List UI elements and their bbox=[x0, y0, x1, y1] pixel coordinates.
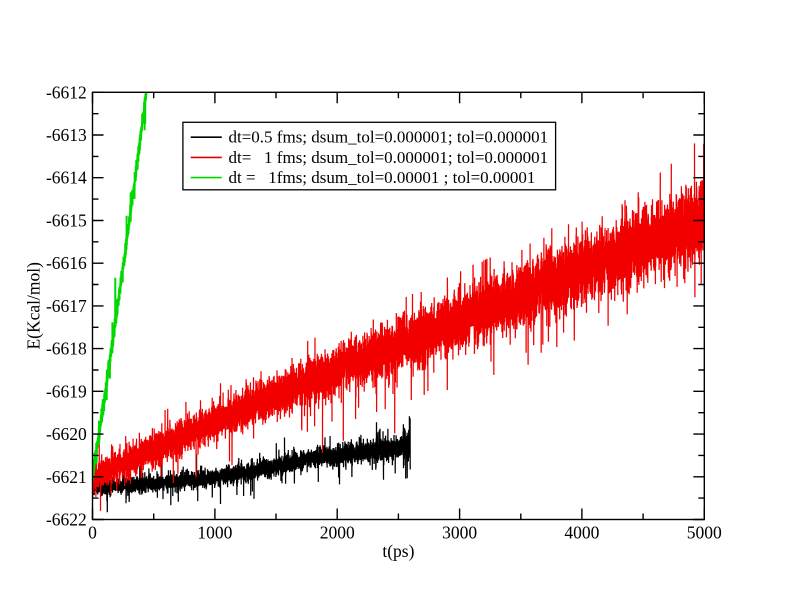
svg-text:t(ps): t(ps) bbox=[382, 541, 414, 561]
svg-text:2000: 2000 bbox=[320, 522, 355, 542]
svg-text:E(Kcal/mol): E(Kcal/mol) bbox=[23, 262, 43, 350]
svg-text:-6613: -6613 bbox=[46, 125, 87, 145]
svg-text:-6619: -6619 bbox=[46, 381, 87, 401]
svg-text:-6617: -6617 bbox=[46, 296, 87, 316]
svg-text:1000: 1000 bbox=[197, 522, 232, 542]
svg-text:-6615: -6615 bbox=[46, 211, 87, 231]
svg-text:-6612: -6612 bbox=[46, 82, 87, 102]
svg-text:-6622: -6622 bbox=[46, 510, 87, 530]
svg-text:0: 0 bbox=[88, 522, 97, 542]
svg-text:dt= 1 fms; dsum_tol=0.000001: dt= 1 fms; dsum_tol=0.000001; tol=0.0000… bbox=[229, 148, 549, 167]
svg-text:-6620: -6620 bbox=[46, 424, 87, 444]
svg-text:5000: 5000 bbox=[687, 522, 722, 542]
svg-text:4000: 4000 bbox=[564, 522, 599, 542]
svg-text:-6616: -6616 bbox=[46, 253, 87, 273]
svg-text:3000: 3000 bbox=[442, 522, 477, 542]
svg-text:dt=0.5 fms; dsum_tol=0.000001;: dt=0.5 fms; dsum_tol=0.000001; tol=0.000… bbox=[229, 128, 549, 147]
svg-text:-6618: -6618 bbox=[46, 339, 87, 359]
svg-text:-6621: -6621 bbox=[46, 467, 87, 487]
svg-text:dt = 1fms; dsum_tol=0.00001: dt = 1fms; dsum_tol=0.00001 ; tol=0.0000… bbox=[229, 168, 536, 187]
svg-text:-6614: -6614 bbox=[46, 168, 87, 188]
